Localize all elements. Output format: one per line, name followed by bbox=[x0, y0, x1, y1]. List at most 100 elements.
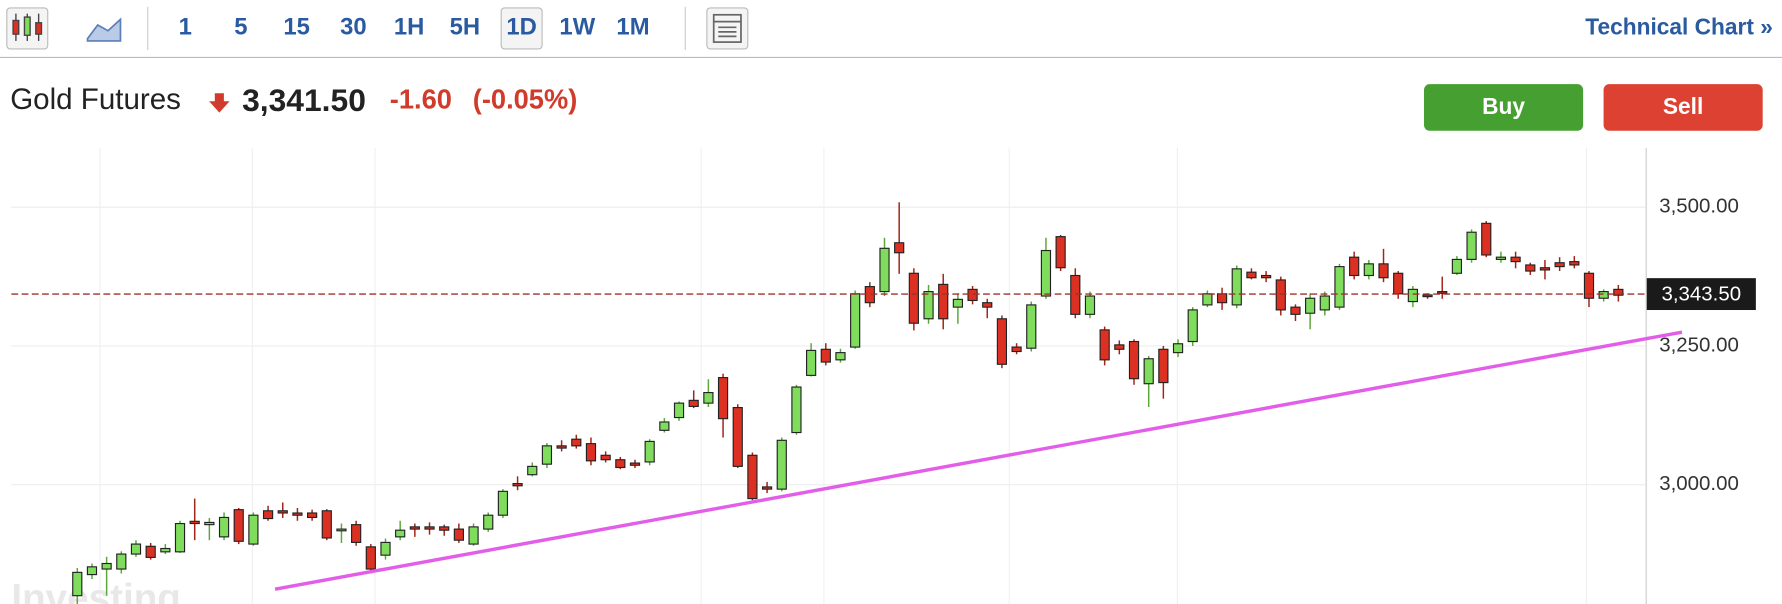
candle-icon bbox=[12, 13, 43, 41]
interval-button[interactable]: 15 bbox=[283, 14, 310, 41]
candle-body bbox=[571, 438, 582, 447]
candle-body bbox=[160, 547, 171, 553]
candle-body bbox=[952, 298, 964, 308]
candle-body bbox=[717, 377, 729, 420]
candle-body bbox=[1187, 309, 1198, 343]
candle-body bbox=[1393, 272, 1404, 295]
candle-body bbox=[1305, 297, 1316, 314]
interval-button[interactable]: 1M bbox=[616, 14, 649, 41]
candle-body bbox=[1569, 261, 1580, 266]
candle-body bbox=[1539, 267, 1551, 271]
candle-body bbox=[1084, 295, 1096, 315]
selected-interval-box bbox=[500, 7, 543, 50]
interval-button[interactable]: 1D bbox=[506, 14, 536, 41]
candle-body bbox=[321, 510, 332, 539]
candle-body bbox=[1451, 258, 1463, 274]
candle-body bbox=[629, 462, 641, 466]
candle-body bbox=[497, 490, 509, 516]
layout-icon-button[interactable] bbox=[706, 7, 749, 50]
y-tick-label: 3,250.00 bbox=[1659, 333, 1739, 356]
candle-body bbox=[72, 571, 83, 597]
candle-body bbox=[380, 541, 391, 556]
interval-button[interactable]: 5 bbox=[234, 14, 247, 41]
candle-body bbox=[688, 399, 699, 408]
candle-body bbox=[1202, 293, 1213, 306]
y-tick-label: 3,000.00 bbox=[1659, 472, 1739, 495]
candle-body bbox=[1158, 348, 1169, 384]
candle-body bbox=[1334, 266, 1345, 308]
candle-body bbox=[879, 247, 890, 293]
candle-body bbox=[1510, 256, 1521, 263]
candle-body bbox=[365, 546, 376, 570]
interval-button[interactable]: 30 bbox=[340, 14, 367, 41]
sell-button[interactable] bbox=[1603, 84, 1763, 131]
sell-label: Sell bbox=[1663, 93, 1703, 119]
candle-body bbox=[1216, 293, 1228, 304]
interval-button[interactable]: 1 bbox=[179, 14, 192, 41]
price-change: -1.60 bbox=[390, 83, 452, 114]
candle-body bbox=[908, 272, 919, 324]
candle-body bbox=[233, 509, 244, 542]
candle-body bbox=[585, 443, 597, 462]
candle-body bbox=[1070, 274, 1081, 315]
technical-chart-link[interactable]: Technical Chart » bbox=[1585, 13, 1773, 39]
candle-body bbox=[527, 465, 538, 476]
price-label-box bbox=[1646, 278, 1756, 311]
candle-body bbox=[703, 392, 714, 404]
price-label: 3,343.50 bbox=[1662, 283, 1742, 306]
candle-body bbox=[101, 562, 112, 570]
candle-body bbox=[747, 454, 758, 500]
toolbar: Technical Chart » bbox=[0, 6, 1782, 59]
candle-body bbox=[1525, 264, 1536, 272]
candle-body bbox=[1437, 291, 1448, 294]
candle-body bbox=[600, 454, 611, 461]
candle-body bbox=[1172, 343, 1184, 354]
candle-body bbox=[996, 318, 1008, 365]
candle-body bbox=[483, 514, 494, 530]
candle-body bbox=[1026, 304, 1037, 349]
candle-body bbox=[1349, 256, 1360, 277]
interval-button[interactable]: 5H bbox=[450, 14, 480, 41]
candle-body bbox=[306, 512, 318, 519]
candle-body bbox=[820, 348, 831, 363]
candle-body bbox=[776, 439, 787, 490]
candle-body bbox=[761, 486, 773, 490]
candle-body bbox=[1011, 346, 1022, 353]
candle-body bbox=[1260, 274, 1272, 279]
candle-body bbox=[659, 421, 670, 431]
candle-body bbox=[938, 283, 949, 320]
y-tick-label: 3,500.00 bbox=[1659, 195, 1739, 218]
candle-body bbox=[1319, 295, 1330, 311]
candle-body bbox=[967, 288, 978, 302]
candle-body bbox=[644, 440, 655, 463]
candle-body bbox=[1378, 263, 1389, 279]
interval-button[interactable]: 1W bbox=[559, 14, 595, 41]
candle-body bbox=[615, 459, 626, 469]
candle-body bbox=[292, 512, 303, 516]
candle-body bbox=[1554, 262, 1565, 268]
candle-body bbox=[673, 402, 685, 419]
candle-body bbox=[204, 521, 215, 526]
candle-body bbox=[1290, 306, 1301, 315]
candle-body bbox=[395, 529, 406, 538]
area-icon[interactable] bbox=[86, 17, 122, 42]
candle-body bbox=[1055, 236, 1066, 269]
candle-body bbox=[409, 526, 420, 530]
down-arrow bbox=[209, 93, 230, 113]
watermark: Investing bbox=[11, 577, 181, 604]
price-change-pct: (-0.05%) bbox=[473, 83, 578, 114]
trend-line bbox=[274, 330, 1683, 591]
candle-body bbox=[116, 553, 127, 570]
candle-body bbox=[1114, 344, 1125, 350]
interval-button[interactable]: 1H bbox=[394, 14, 424, 41]
candle-body bbox=[277, 510, 288, 514]
buy-button[interactable] bbox=[1424, 84, 1584, 131]
last-price: 3,341.50 bbox=[242, 82, 366, 118]
candle-body bbox=[1613, 288, 1624, 296]
candle-body bbox=[468, 526, 479, 545]
candle-body bbox=[541, 445, 553, 465]
instrument-name: Gold Futures bbox=[10, 83, 181, 116]
candle-body bbox=[336, 528, 347, 532]
candle-body bbox=[1143, 358, 1154, 385]
candle-body bbox=[86, 566, 98, 576]
